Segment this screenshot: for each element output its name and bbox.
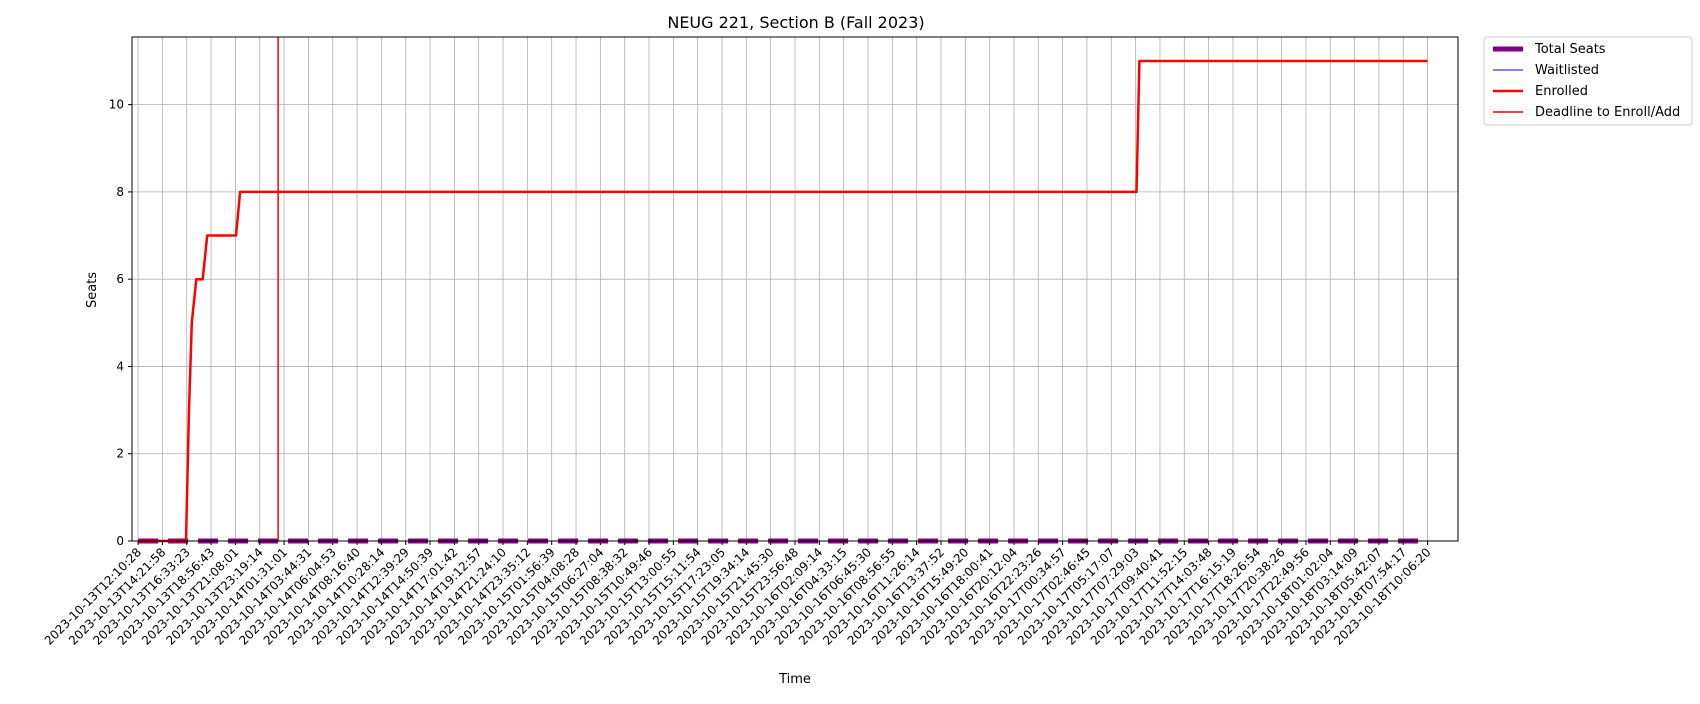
- legend-waitlisted-label: Waitlisted: [1535, 63, 1599, 78]
- grid: [132, 37, 1458, 542]
- y-tick-label: 10: [109, 98, 124, 112]
- legend: Total Seats Waitlisted Enrolled Deadline to…: [1483, 36, 1693, 126]
- legend-enrolled-label: Enrolled: [1535, 84, 1588, 99]
- series-layer: [138, 37, 1428, 544]
- x-axis-label: Time: [778, 672, 811, 687]
- legend-frame: [1483, 36, 1693, 126]
- enrolled-line: [138, 59, 1428, 543]
- y-axis: 0 2 4 6 8 10: [109, 98, 132, 548]
- y-axis-label: Seats: [85, 272, 100, 308]
- y-tick-label: 0: [116, 534, 124, 548]
- legend-total-seats-label: Total Seats: [1534, 42, 1606, 57]
- y-tick-label: 6: [116, 272, 124, 286]
- legend-deadline-label: Deadline to Enroll/Add: [1535, 105, 1680, 120]
- y-tick-label: 2: [116, 447, 124, 461]
- x-axis: 2023-10-13T12:10:282023-10-13T14:21:5820…: [42, 541, 1434, 648]
- y-tick-label: 4: [116, 359, 124, 373]
- chart-title: NEUG 221, Section B (Fall 2023): [667, 13, 924, 32]
- y-tick-label: 8: [116, 185, 124, 199]
